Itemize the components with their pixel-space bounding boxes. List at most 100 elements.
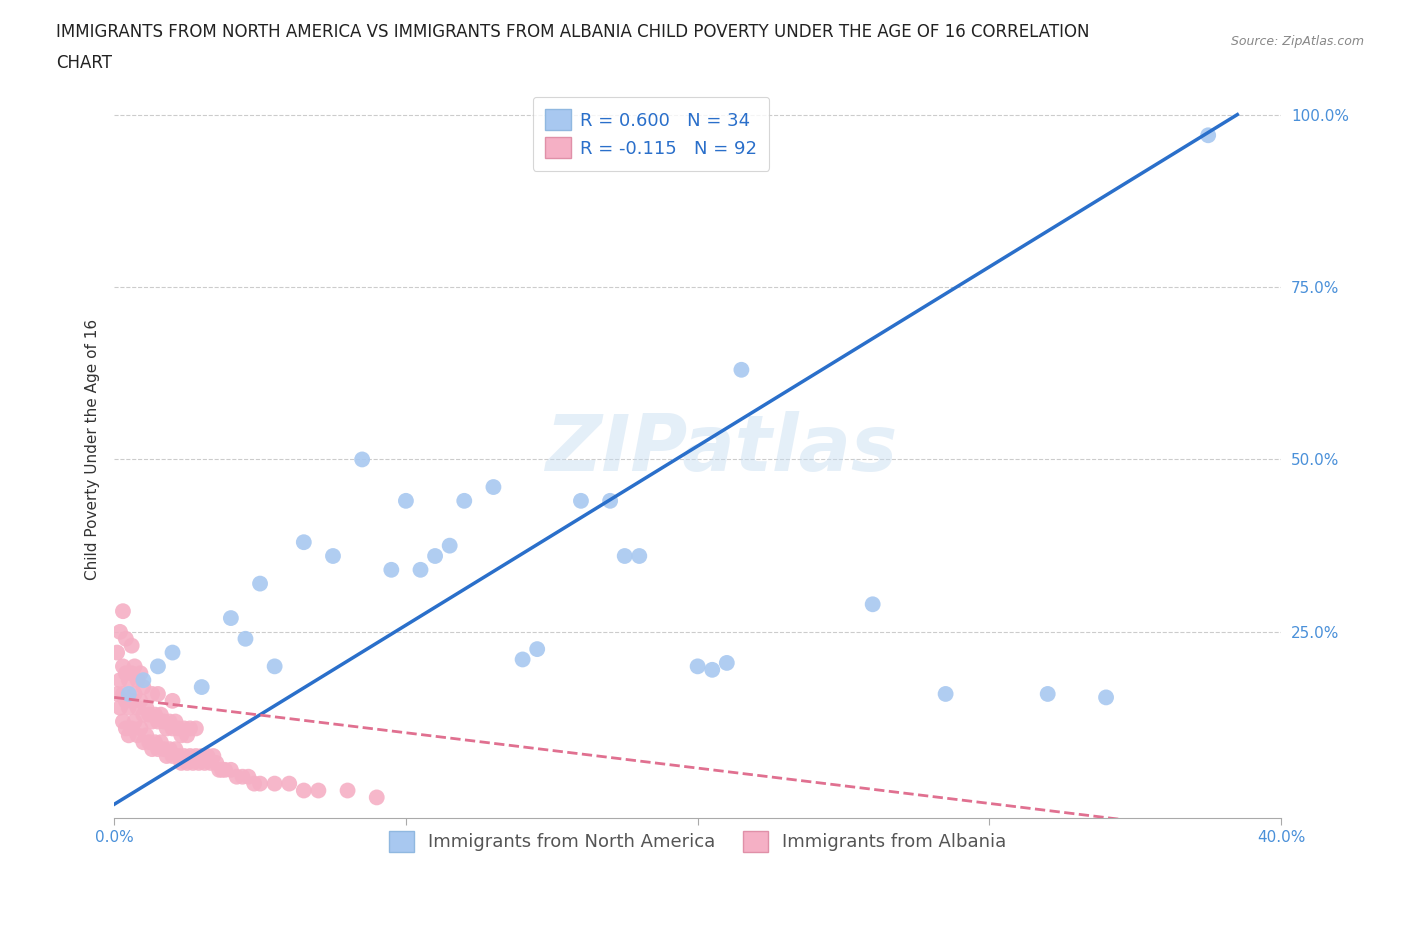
Point: [162, 645, 184, 660]
Point: [121, 638, 143, 653]
Point: [197, 749, 219, 764]
Point: [278, 777, 301, 791]
Point: [156, 721, 179, 736]
Point: [115, 631, 138, 646]
Point: [118, 728, 141, 743]
Point: [162, 749, 184, 764]
Point: [219, 763, 242, 777]
Point: [143, 735, 166, 750]
Point: [124, 714, 146, 729]
Point: [249, 577, 271, 591]
Point: [453, 494, 475, 509]
Point: [716, 656, 738, 671]
Point: [181, 755, 204, 770]
Point: [105, 645, 128, 660]
Point: [108, 700, 131, 715]
Point: [108, 624, 131, 639]
Point: [162, 694, 184, 709]
Point: [135, 728, 157, 743]
Point: [118, 672, 141, 687]
Point: [225, 769, 247, 784]
Point: [263, 659, 285, 674]
Point: [232, 769, 254, 784]
Point: [118, 700, 141, 715]
Point: [156, 749, 179, 764]
Point: [146, 659, 169, 674]
Point: [526, 642, 548, 657]
Point: [127, 728, 149, 743]
Point: [1197, 127, 1219, 142]
Point: [118, 686, 141, 701]
Point: [141, 686, 163, 701]
Point: [352, 452, 374, 467]
Text: IMMIGRANTS FROM NORTH AMERICA VS IMMIGRANTS FROM ALBANIA CHILD POVERTY UNDER THE: IMMIGRANTS FROM NORTH AMERICA VS IMMIGRA…: [56, 23, 1090, 41]
Point: [599, 494, 621, 509]
Point: [482, 480, 505, 495]
Point: [135, 700, 157, 715]
Point: [167, 721, 190, 736]
Point: [194, 755, 217, 770]
Point: [190, 749, 212, 764]
Point: [115, 666, 138, 681]
Point: [292, 535, 315, 550]
Point: [121, 721, 143, 736]
Point: [249, 777, 271, 791]
Point: [1095, 690, 1118, 705]
Point: [935, 686, 957, 701]
Point: [184, 721, 207, 736]
Point: [132, 672, 155, 687]
Point: [202, 749, 225, 764]
Point: [127, 672, 149, 687]
Point: [105, 686, 128, 701]
Point: [336, 783, 359, 798]
Point: [152, 714, 174, 729]
Point: [127, 700, 149, 715]
Point: [184, 749, 207, 764]
Point: [129, 721, 152, 736]
Point: [132, 680, 155, 695]
Point: [111, 659, 134, 674]
Point: [159, 714, 181, 729]
Point: [141, 714, 163, 729]
Point: [862, 597, 884, 612]
Point: [702, 662, 724, 677]
Point: [115, 721, 138, 736]
Point: [512, 652, 534, 667]
Text: ZIPatlas: ZIPatlas: [546, 411, 897, 487]
Point: [162, 721, 184, 736]
Point: [138, 735, 160, 750]
Point: [179, 749, 201, 764]
Point: [111, 604, 134, 618]
Point: [129, 666, 152, 681]
Point: [121, 666, 143, 681]
Text: Source: ZipAtlas.com: Source: ZipAtlas.com: [1230, 35, 1364, 48]
Point: [176, 755, 198, 770]
Point: [238, 769, 260, 784]
Point: [149, 735, 172, 750]
Point: [613, 549, 636, 564]
Point: [628, 549, 651, 564]
Point: [121, 694, 143, 709]
Point: [138, 707, 160, 722]
Point: [322, 549, 344, 564]
Point: [165, 742, 187, 757]
Point: [208, 763, 231, 777]
Point: [219, 611, 242, 626]
Point: [143, 707, 166, 722]
Point: [395, 494, 418, 509]
Point: [165, 714, 187, 729]
Point: [730, 363, 752, 378]
Point: [173, 749, 195, 764]
Point: [115, 694, 138, 709]
Point: [292, 783, 315, 798]
Point: [129, 694, 152, 709]
Point: [146, 714, 169, 729]
Point: [132, 735, 155, 750]
Point: [173, 721, 195, 736]
Point: [187, 755, 209, 770]
Point: [380, 563, 402, 578]
Y-axis label: Child Poverty Under the Age of 16: Child Poverty Under the Age of 16: [86, 319, 100, 579]
Point: [176, 728, 198, 743]
Point: [235, 631, 257, 646]
Point: [205, 755, 228, 770]
